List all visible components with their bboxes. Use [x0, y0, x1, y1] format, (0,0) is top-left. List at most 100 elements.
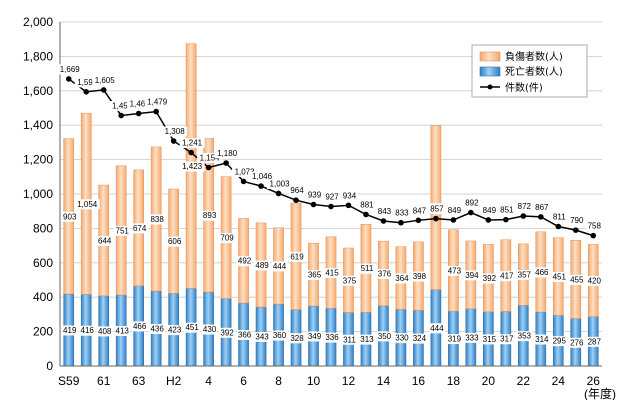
label-cases: 1,046: [252, 172, 273, 181]
label-deaths-bg: [149, 324, 166, 335]
label-deaths-bg: [96, 326, 113, 337]
label-cases: 1,308: [165, 127, 186, 136]
label-deaths: 295: [553, 337, 567, 346]
label-deaths-bg: [481, 334, 498, 345]
point-cases: [468, 209, 474, 216]
label-injured-bg: [411, 271, 428, 282]
label-cases: 1,594: [77, 78, 98, 87]
label-deaths-bg: [429, 323, 445, 334]
label-injured: 417: [500, 272, 514, 281]
x-tick-label: S59: [58, 374, 80, 388]
legend-swatch-deaths: [479, 66, 501, 77]
label-deaths: 436: [150, 325, 164, 334]
label-cases-bg: [162, 126, 188, 137]
point-cases: [65, 76, 72, 82]
label-cases: 833: [395, 209, 409, 218]
point-cases: [538, 214, 544, 220]
label-injured-bg: [219, 233, 235, 244]
point-cases: [572, 227, 579, 233]
label-cases: 1,073: [235, 167, 256, 176]
label-injured-bg: [394, 273, 410, 284]
label-cases: 1,180: [217, 149, 238, 158]
label-cases-bg: [306, 189, 323, 200]
label-cases: 1,605: [95, 76, 116, 85]
label-injured: 903: [63, 212, 77, 221]
label-cases: 790: [570, 216, 584, 225]
y-tick-label: 200: [33, 325, 53, 339]
label-injured: 644: [98, 236, 112, 245]
point-cases: [328, 203, 334, 210]
label-deaths: 336: [325, 333, 339, 342]
y-tick-label: 1,800: [23, 49, 53, 63]
label-cases: 872: [518, 202, 532, 211]
label-cases-bg: [463, 198, 480, 209]
label-injured: 466: [535, 268, 549, 277]
label-cases: 1,241: [182, 139, 203, 148]
label-cases-bg: [127, 99, 153, 110]
label-cases-bg: [249, 171, 275, 182]
label-cases-bg: [324, 192, 340, 203]
label-deaths-bg: [394, 333, 410, 344]
label-deaths-bg: [498, 334, 515, 345]
label-injured: 1,054: [77, 200, 98, 209]
label-deaths: 350: [378, 332, 392, 341]
label-cases-bg: [341, 190, 358, 201]
point-cases: [415, 217, 422, 224]
point-cases: [188, 149, 194, 156]
label-deaths: 366: [238, 331, 252, 340]
label-deaths-bg: [376, 331, 393, 342]
label-deaths-bg: [411, 333, 428, 344]
label-cases-bg: [533, 202, 550, 213]
label-injured-bg: [201, 210, 218, 221]
label-deaths: 276: [570, 338, 584, 347]
label-cases: 851: [500, 206, 514, 215]
label-cases-bg: [446, 205, 463, 216]
y-tick-label: 1,600: [23, 84, 53, 98]
line-series: [65, 76, 597, 239]
label-injured: 376: [378, 269, 392, 278]
label-cases-bg: [144, 97, 170, 108]
label-deaths-bg: [289, 333, 305, 344]
y-tick-label: 800: [33, 221, 53, 235]
label-injured: 415: [325, 269, 339, 278]
legend-label-deaths: 死亡者数(人): [505, 65, 563, 78]
label-cases: 892: [465, 199, 479, 208]
label-deaths-bg: [184, 322, 201, 333]
legend-label-cases: 件数(件): [505, 81, 543, 94]
label-cases: 964: [290, 186, 304, 195]
point-cases: [135, 110, 142, 117]
y-tick-label: 1,400: [23, 118, 53, 132]
label-injured: 364: [395, 274, 409, 283]
y-tick-label: 0: [46, 359, 53, 373]
label-cases: 849: [448, 206, 462, 215]
label-cases: 857: [430, 205, 444, 214]
label-deaths: 319: [448, 335, 462, 344]
label-deaths-bg: [568, 337, 585, 348]
label-injured-bg: [289, 251, 305, 262]
x-tick-label: 14: [377, 374, 391, 388]
label-deaths: 343: [255, 333, 269, 342]
label-cases: 1,003: [270, 179, 291, 188]
point-cases: [240, 178, 247, 185]
label-injured-bg: [114, 225, 131, 236]
label-deaths: 311: [343, 335, 356, 344]
label-injured-bg: [61, 211, 78, 222]
label-injured-bg: [236, 256, 253, 267]
label-injured-bg: [533, 267, 550, 278]
label-cases-bg: [232, 166, 258, 177]
point-cases: [83, 89, 90, 95]
point-cases: [345, 202, 352, 209]
label-deaths-bg: [551, 336, 568, 347]
label-injured: 365: [308, 271, 322, 280]
label-injured: 375: [343, 276, 357, 285]
label-injured-bg: [74, 199, 100, 210]
point-cases: [380, 218, 387, 224]
label-injured-bg: [341, 275, 358, 286]
label-injured: 893: [203, 211, 217, 220]
x-tick-label: 8: [275, 374, 282, 388]
label-deaths: 314: [535, 335, 549, 344]
label-injured: 473: [448, 266, 462, 275]
label-cases: 934: [343, 191, 357, 200]
label-deaths-bg: [533, 334, 550, 345]
point-cases: [153, 108, 159, 115]
